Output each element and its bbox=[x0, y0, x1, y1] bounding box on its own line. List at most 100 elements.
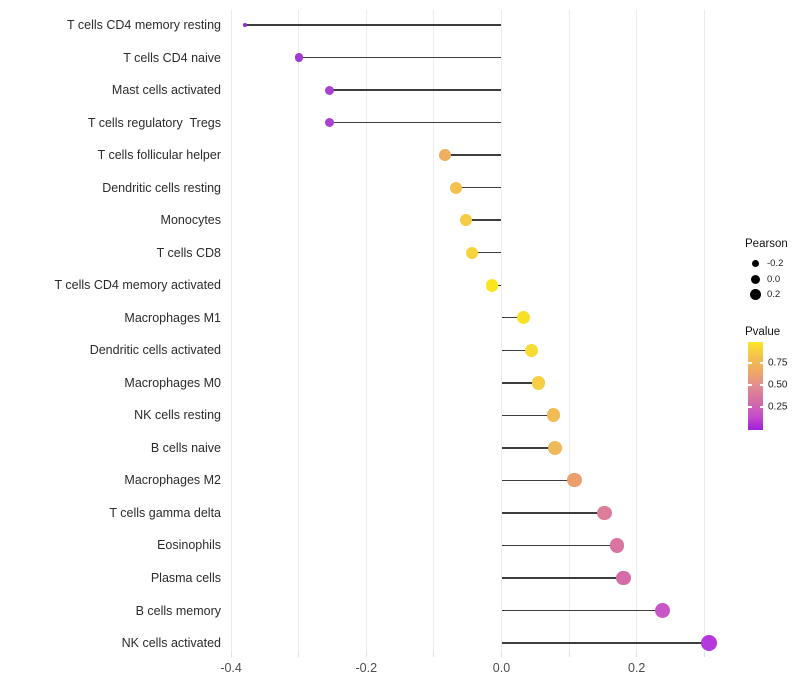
lollipop-stem bbox=[329, 121, 502, 124]
category-label: Macrophages M0 bbox=[124, 375, 221, 390]
lollipop-dot bbox=[609, 538, 625, 553]
x-tick-label: 0.2 bbox=[627, 661, 646, 675]
lollipop-dot bbox=[567, 473, 582, 488]
lollipop-stem bbox=[501, 349, 532, 351]
lollipop-stem bbox=[501, 447, 555, 449]
category-label: B cells naive bbox=[150, 440, 221, 455]
colorbar-tick bbox=[748, 384, 752, 386]
size-legend-dot bbox=[748, 260, 763, 268]
lollipop-dot bbox=[324, 118, 334, 128]
lollipop-stem bbox=[298, 56, 502, 59]
category-label: NK cells activated bbox=[121, 636, 221, 651]
colorbar-gradient bbox=[748, 342, 763, 430]
color-legend-title: Pvalue bbox=[745, 326, 781, 338]
gridline bbox=[433, 10, 435, 653]
lollipop-stem bbox=[501, 317, 524, 319]
size-legend-dot bbox=[748, 289, 763, 301]
gridline bbox=[703, 10, 705, 653]
colorbar-tick bbox=[748, 362, 752, 364]
category-label: Monocytes bbox=[160, 213, 221, 228]
category-label: T cells follicular helper bbox=[97, 148, 221, 163]
lollipop-stem bbox=[329, 89, 502, 91]
size-legend-title: Pearson bbox=[745, 238, 788, 250]
lollipop-dot bbox=[294, 53, 303, 62]
category-label: Macrophages M2 bbox=[124, 473, 221, 488]
size-legend-dot bbox=[748, 274, 763, 284]
x-tick-mark bbox=[703, 653, 705, 657]
lollipop-stem bbox=[501, 512, 605, 514]
size-legend-entry: 0.2 bbox=[748, 287, 783, 303]
colorbar-tick bbox=[759, 406, 763, 408]
size-legend-label: -0.2 bbox=[767, 258, 784, 270]
gridline bbox=[230, 10, 232, 653]
lollipop-dot bbox=[242, 23, 247, 27]
x-tick-label: -0.2 bbox=[355, 661, 378, 675]
lollipop-stem bbox=[501, 609, 663, 612]
category-label: Eosinophils bbox=[157, 538, 221, 553]
lollipop-stem bbox=[501, 642, 710, 644]
colorbar-label: 0.25 bbox=[768, 401, 788, 413]
category-label: B cells memory bbox=[135, 603, 221, 618]
x-tick-mark bbox=[568, 653, 570, 657]
x-tick-label: 0.0 bbox=[492, 661, 511, 675]
lollipop-stem bbox=[501, 544, 618, 547]
category-label: Dendritic cells activated bbox=[89, 343, 221, 358]
lollipop-stem bbox=[501, 577, 624, 579]
colorbar-tick bbox=[759, 384, 763, 386]
lollipop-dot bbox=[485, 278, 499, 292]
category-label: T cells CD4 memory resting bbox=[67, 18, 221, 32]
lollipop-stem bbox=[445, 154, 502, 156]
lollipop-dot bbox=[616, 570, 632, 586]
lollipop-stem bbox=[244, 24, 502, 26]
lollipop-dot bbox=[465, 246, 478, 259]
gridline bbox=[636, 10, 638, 653]
lollipop-dot bbox=[324, 85, 334, 95]
category-label: Dendritic cells resting bbox=[102, 180, 221, 195]
colorbar-tick bbox=[759, 362, 763, 364]
x-tick-mark bbox=[636, 653, 638, 657]
x-tick-mark bbox=[298, 653, 300, 657]
lollipop-dot bbox=[517, 311, 531, 325]
lollipop-dot bbox=[439, 149, 452, 162]
lollipop-dot bbox=[459, 214, 472, 227]
x-tick-mark bbox=[365, 653, 367, 657]
lollipop-dot bbox=[654, 602, 671, 619]
x-tick-mark bbox=[501, 653, 502, 657]
lollipop-dot bbox=[596, 505, 612, 521]
x-tick-mark bbox=[230, 653, 232, 657]
size-legend-label: 0.0 bbox=[767, 273, 781, 285]
lollipop-dot bbox=[546, 408, 561, 423]
size-legend: -0.2 0.0 0.2 bbox=[748, 256, 783, 303]
category-label: Macrophages M1 bbox=[124, 310, 221, 325]
gridline bbox=[568, 10, 570, 653]
x-tick-label: -0.4 bbox=[220, 661, 242, 675]
category-label: Plasma cells bbox=[150, 571, 221, 585]
category-label: T cells regulatory Tregs bbox=[87, 115, 221, 130]
lollipop-stem bbox=[471, 252, 502, 254]
lollipop-stem bbox=[465, 219, 502, 221]
category-label: NK cells resting bbox=[134, 408, 221, 423]
category-label: T cells CD4 naive bbox=[123, 50, 221, 65]
lollipop-stem bbox=[501, 414, 554, 417]
lollipop-dot bbox=[450, 181, 463, 194]
lollipop-stem bbox=[501, 479, 575, 482]
category-label: T cells CD4 memory activated bbox=[54, 278, 222, 293]
gridline bbox=[298, 10, 300, 653]
x-tick-mark bbox=[433, 653, 435, 657]
lollipop-dot bbox=[524, 343, 538, 357]
colorbar-label: 0.75 bbox=[768, 357, 788, 369]
category-label: T cells gamma delta bbox=[109, 505, 221, 520]
gridline bbox=[365, 10, 367, 653]
colorbar-tick bbox=[748, 406, 752, 408]
size-legend-entry: 0.0 bbox=[748, 272, 783, 288]
size-legend-label: 0.2 bbox=[767, 289, 781, 301]
category-label: Mast cells activated bbox=[111, 83, 221, 98]
category-label: T cells CD8 bbox=[156, 245, 221, 260]
lollipop-dot bbox=[547, 440, 562, 455]
lollipop-stem bbox=[456, 186, 502, 189]
size-legend-entry: -0.2 bbox=[748, 256, 783, 272]
gridline bbox=[501, 10, 502, 653]
lollipop-stem bbox=[501, 382, 539, 384]
colorbar-label: 0.50 bbox=[768, 379, 788, 391]
